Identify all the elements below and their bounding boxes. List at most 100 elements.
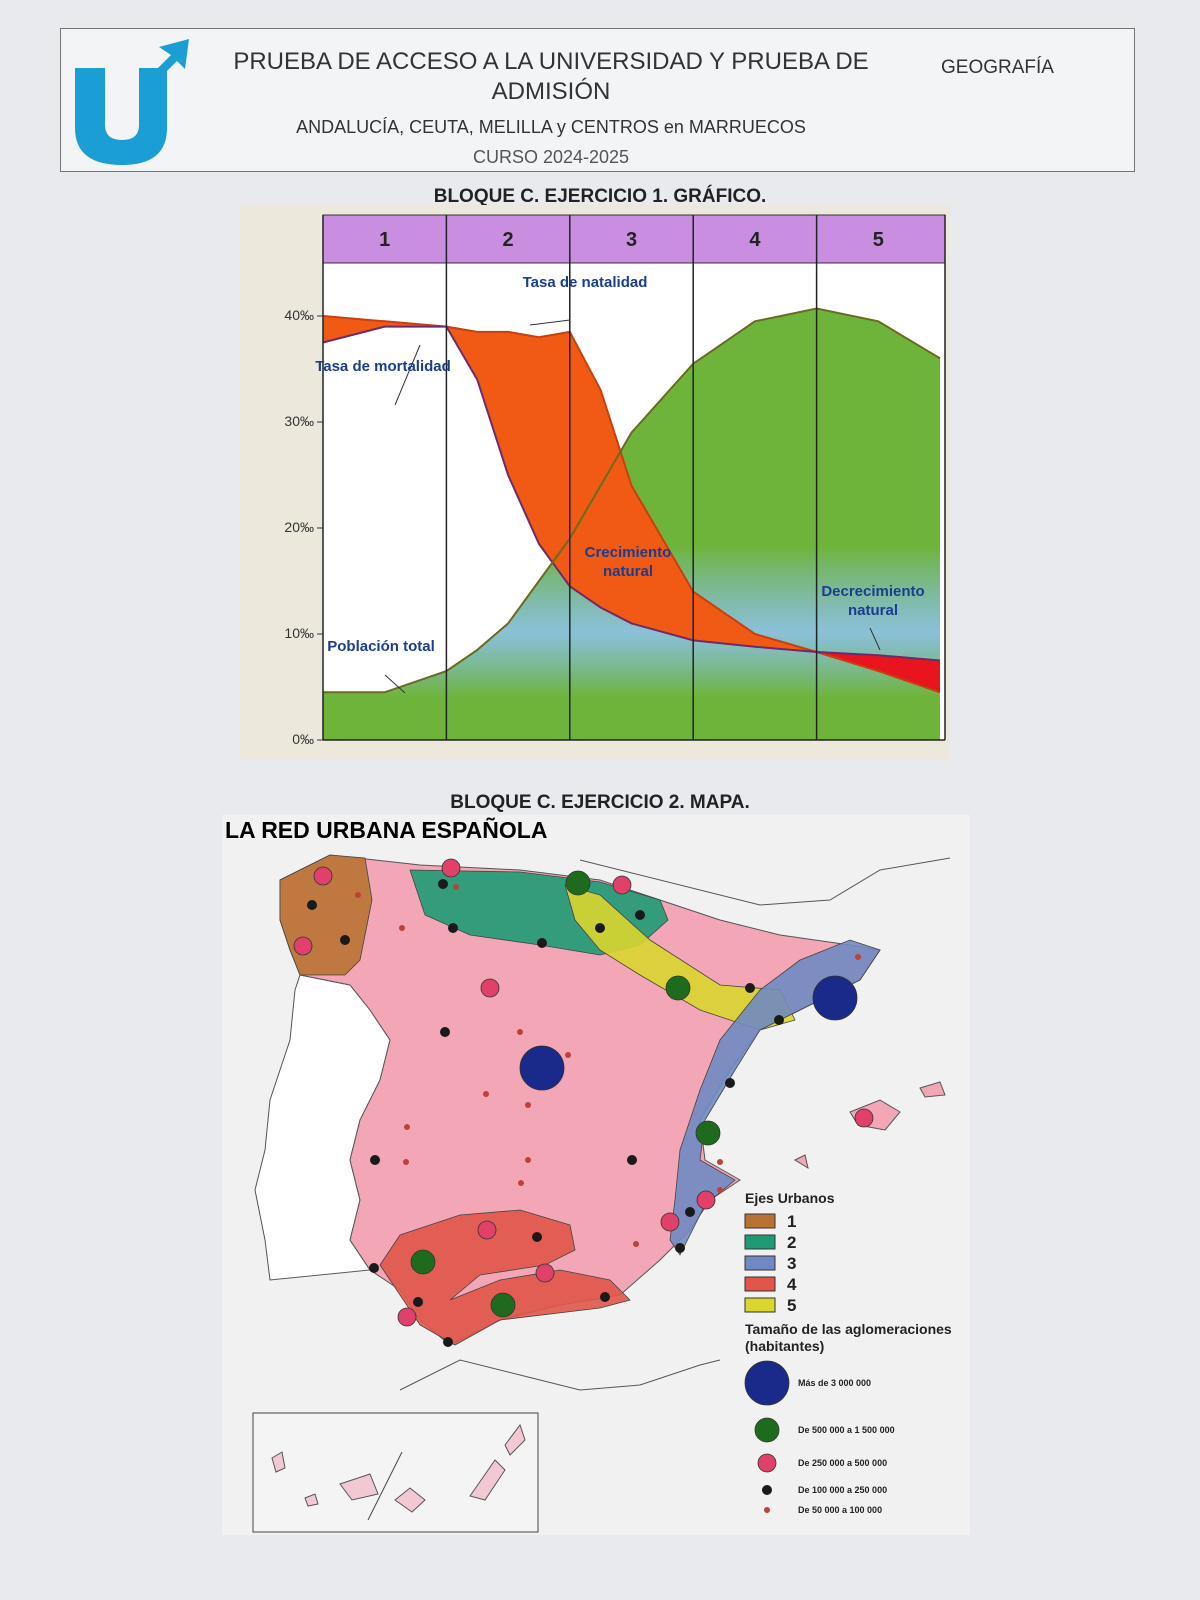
city	[633, 1241, 639, 1247]
legend-label: De 100 000 a 250 000	[798, 1485, 887, 1495]
city	[518, 1180, 524, 1186]
legend-label: 5	[787, 1296, 796, 1315]
city	[595, 923, 605, 933]
city	[413, 1297, 423, 1307]
legend-swatch	[744, 1213, 776, 1229]
city	[565, 870, 591, 896]
city	[453, 884, 459, 890]
spain	[279, 854, 881, 1346]
city	[565, 1052, 571, 1058]
city	[525, 1102, 531, 1108]
header-course: CURSO 2024-2025	[472, 147, 630, 167]
city	[355, 892, 361, 898]
y-tick-label: 20‰	[284, 519, 314, 535]
leader-line	[869, 627, 881, 651]
legend-label: Más de 3 000 000	[798, 1378, 871, 1388]
city	[307, 900, 317, 910]
urban-axis-area	[564, 884, 796, 1031]
header-subject: GEOGRAFÍA	[941, 57, 1054, 78]
city	[675, 1243, 685, 1253]
decline-area	[816, 652, 940, 693]
series-line	[323, 307, 941, 694]
leader-line	[384, 674, 406, 694]
legend-title: Ejes Urbanos	[745, 1190, 835, 1206]
legend-label: 2	[787, 1233, 796, 1252]
city	[696, 1190, 716, 1210]
annotation: Crecimiento natural	[584, 544, 672, 580]
city	[404, 1124, 410, 1130]
y-tick-label: 40‰	[284, 307, 314, 323]
series-annotation: Tasa de mortalidad	[315, 358, 451, 375]
city	[369, 1263, 379, 1273]
city	[665, 975, 691, 1001]
city	[438, 879, 448, 889]
city	[537, 938, 547, 948]
city	[517, 1029, 523, 1035]
chart-svg: 1 2 3 4 5	[317, 214, 946, 741]
legend-swatch	[744, 1276, 776, 1292]
map: LA RED URBANA ESPAÑOLA Ejes Urbanos 1 2 3 4 5…	[222, 815, 970, 1535]
city	[774, 1015, 784, 1025]
city	[532, 1232, 542, 1242]
city	[745, 983, 755, 993]
city	[725, 1078, 735, 1088]
legend-title: Tamaño de las aglomeraciones (habitantes)	[745, 1321, 952, 1354]
leader-line	[394, 344, 421, 406]
city	[695, 1120, 721, 1146]
legend-title-line: (habitantes)	[745, 1338, 824, 1354]
series-line	[322, 325, 941, 662]
y-tick-label: 10‰	[284, 625, 314, 641]
legend-label: De 250 000 a 500 000	[798, 1458, 887, 1468]
city	[535, 1263, 555, 1283]
city	[340, 935, 350, 945]
city	[403, 1159, 409, 1165]
france-border	[579, 857, 951, 906]
city	[440, 1027, 450, 1037]
legend-symbol	[754, 1417, 780, 1443]
urban-axis-area	[379, 1209, 631, 1346]
inset-divider	[367, 1451, 403, 1521]
series-line	[322, 315, 941, 694]
legend-label: 3	[787, 1254, 796, 1273]
exercise-heading: BLOQUE C. EJERCICIO 2. MAPA.	[450, 792, 750, 813]
phase-label: 3	[626, 229, 637, 251]
legend-swatch	[744, 1255, 776, 1271]
chart: 1 2 3 4 5 0‰ 10‰ 20‰ 30‰ 40‰ Tasa de natalidad Tas…	[240, 205, 950, 760]
city	[441, 858, 461, 878]
africa-coast	[399, 1359, 721, 1391]
legend-symbol	[764, 1507, 770, 1513]
legend: Ejes Urbanos 1 2 3 4 5 Tamaño de las aglomerac…	[744, 1190, 952, 1515]
legend-label: 4	[787, 1275, 797, 1294]
legend-symbol	[744, 1360, 790, 1406]
city	[660, 1212, 680, 1232]
city	[399, 925, 405, 931]
city	[519, 1045, 565, 1091]
legend-label: 1	[787, 1212, 796, 1231]
city	[855, 954, 861, 960]
canary-islands	[271, 1423, 526, 1513]
y-tick-label: 0‰	[292, 731, 314, 747]
city	[635, 910, 645, 920]
city	[480, 978, 500, 998]
phase-label: 5	[873, 229, 884, 251]
series-annotation: Tasa de natalidad	[522, 274, 648, 291]
city	[397, 1307, 417, 1327]
city	[627, 1155, 637, 1165]
city	[812, 975, 858, 1021]
header-region: ANDALUCÍA, CEUTA, MELILLA y CENTROS en M…	[296, 117, 806, 137]
city	[443, 1337, 453, 1347]
legend-symbol	[757, 1453, 777, 1473]
city	[293, 936, 313, 956]
header: PRUEBA DE ACCESO A LA UNIVERSIDAD Y PRUE…	[60, 28, 1135, 172]
urban-axes	[279, 854, 881, 1346]
city	[612, 875, 632, 895]
phase-label: 1	[379, 229, 390, 251]
city	[410, 1249, 436, 1275]
phase-label: 2	[503, 229, 514, 251]
legend-symbol	[762, 1485, 772, 1495]
leader-line	[529, 319, 571, 326]
legend-title-line: Tamaño de las aglomeraciones	[745, 1321, 952, 1337]
city	[854, 1108, 874, 1128]
city	[685, 1207, 695, 1217]
